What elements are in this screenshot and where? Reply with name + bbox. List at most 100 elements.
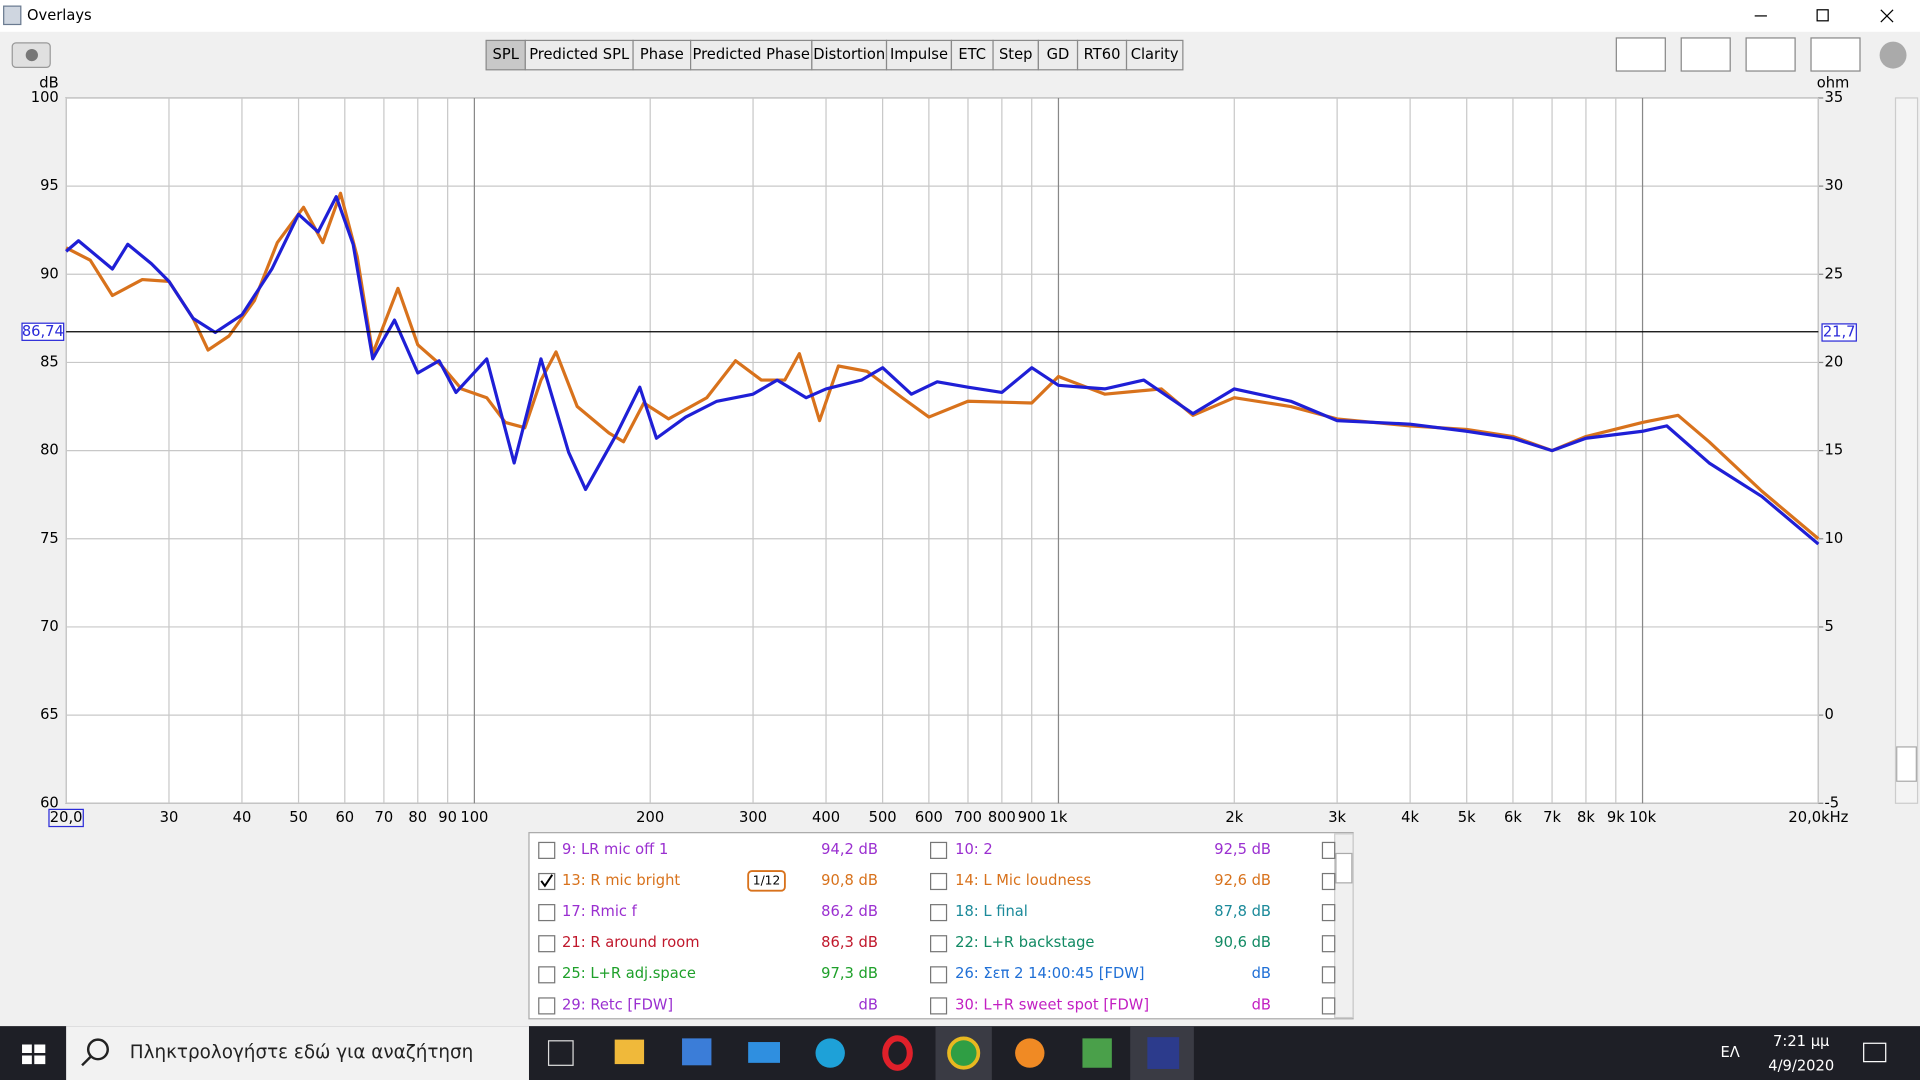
explorer-icon[interactable]: [614, 1039, 645, 1065]
tab[interactable]: [811, 39, 888, 71]
checkbox[interactable]: [1321, 997, 1336, 1015]
app-icon[interactable]: [1082, 1038, 1112, 1068]
legend-value: 86,3 dB: [821, 934, 878, 951]
checkbox[interactable]: [1321, 966, 1336, 984]
tab[interactable]: [885, 39, 953, 71]
tab-label: Predicted SPL: [529, 46, 630, 63]
tab-label: Phase: [640, 46, 684, 63]
checkbox[interactable]: [1321, 841, 1336, 859]
x-tick-label: 400: [812, 809, 840, 826]
cursor-y2-box: [1821, 323, 1857, 342]
x-start-box: [48, 808, 84, 828]
mail-icon[interactable]: [748, 1042, 780, 1063]
store-icon[interactable]: [682, 1038, 712, 1066]
taskbar-apps: [547, 1026, 1194, 1080]
checkbox[interactable]: [930, 872, 948, 891]
legend-label: 9: LR mic off 1: [562, 841, 668, 858]
x-tick-label: 5k: [1458, 809, 1476, 826]
tab-label: RT60: [1084, 46, 1121, 63]
view-button[interactable]: [1680, 37, 1731, 72]
task-view[interactable]: [547, 1040, 574, 1066]
legend-value: 94,2 dB: [821, 841, 878, 858]
tab[interactable]: [950, 39, 994, 71]
checkbox[interactable]: [538, 966, 556, 984]
x-tick-label: 50: [289, 809, 308, 826]
checkbox[interactable]: [930, 904, 948, 922]
y-axis-label: dB: [39, 74, 58, 91]
checkbox[interactable]: [930, 841, 948, 859]
legend-value: 92,5 dB: [1214, 841, 1271, 858]
checkbox[interactable]: [538, 935, 556, 953]
tab[interactable]: [1076, 39, 1128, 71]
opera-icon[interactable]: [882, 1035, 913, 1071]
search-box[interactable]: [66, 1026, 529, 1080]
x-tick-label: 500: [869, 809, 897, 826]
tab-label: ETC: [958, 46, 986, 63]
tab-label: Predicted Phase: [692, 46, 809, 63]
x-tick-label: 700: [954, 809, 982, 826]
x-tick-label: 6k: [1504, 809, 1522, 826]
y2-tick-label: -5: [1824, 794, 1839, 811]
checkbox[interactable]: [538, 841, 556, 859]
clock-date: 4/9/2020: [1768, 1058, 1834, 1075]
chrome-icon[interactable]: [947, 1036, 981, 1070]
y2-tick-label: 25: [1824, 265, 1843, 282]
legend-value: 90,8 dB: [821, 872, 878, 889]
tab[interactable]: [992, 39, 1039, 71]
y-tick-label: 95: [40, 177, 59, 194]
view-button[interactable]: [1615, 37, 1666, 72]
tab[interactable]: [1037, 39, 1079, 71]
legend-label: 25: L+R adj.space: [562, 965, 696, 982]
scroll-thumb[interactable]: [1896, 746, 1917, 782]
x-tick-label: 8k: [1577, 809, 1595, 826]
restore-button[interactable]: [1816, 9, 1829, 22]
legend-value: 87,8 dB: [1214, 903, 1271, 920]
tab[interactable]: [1125, 39, 1184, 71]
scrollbar[interactable]: [1894, 97, 1919, 804]
checkbox[interactable]: [1321, 872, 1336, 891]
checkbox[interactable]: [1321, 904, 1336, 922]
notifications-button[interactable]: [1863, 1042, 1887, 1063]
y2-tick-label: 30: [1824, 177, 1843, 194]
x-tick-label: 90: [438, 809, 457, 826]
settings-button[interactable]: [1879, 41, 1907, 69]
checkbox[interactable]: [930, 935, 948, 953]
rew-icon[interactable]: [1147, 1037, 1180, 1069]
edge-icon[interactable]: [815, 1038, 845, 1068]
x-tick-label: 900: [1018, 809, 1046, 826]
start-button[interactable]: [22, 1044, 46, 1065]
y2-tick-label: 5: [1824, 618, 1833, 635]
y-tick-label: 90: [40, 265, 59, 282]
x-tick-label: 1k: [1050, 809, 1068, 826]
x-tick-label: 100: [460, 809, 488, 826]
tab[interactable]: [485, 39, 526, 71]
checkbox[interactable]: [1321, 935, 1336, 953]
legend-label: 14: L Mic loudness: [955, 872, 1091, 889]
checkbox[interactable]: [930, 997, 948, 1015]
legend-value: dB: [859, 996, 878, 1013]
checkbox[interactable]: [930, 966, 948, 984]
y-tick-label: 65: [40, 706, 59, 723]
close-button[interactable]: [1880, 9, 1894, 23]
x-tick-label: 60: [335, 809, 354, 826]
series-line: [65, 195, 1820, 546]
legend-value: 90,6 dB: [1214, 934, 1271, 951]
legend-scroll-thumb[interactable]: [1335, 852, 1353, 884]
checkbox[interactable]: [538, 904, 556, 922]
view-button[interactable]: [1745, 37, 1796, 72]
x-tick-label: 20,0: [50, 809, 83, 826]
x-tick-label: 10k: [1629, 809, 1657, 826]
tab[interactable]: [690, 39, 813, 71]
smoothing-box[interactable]: [747, 870, 786, 892]
tab-label: SPL: [493, 46, 520, 63]
x-tick-label: 80: [408, 809, 427, 826]
checkmark: [540, 874, 554, 888]
view-button[interactable]: [1810, 37, 1861, 72]
x-tick-label: 200: [636, 809, 664, 826]
tab[interactable]: [632, 39, 692, 71]
y-tick-label: 75: [40, 530, 59, 547]
search-icon-handle: [81, 1055, 92, 1067]
browser-icon[interactable]: [1015, 1038, 1045, 1068]
checkbox[interactable]: [538, 997, 556, 1015]
